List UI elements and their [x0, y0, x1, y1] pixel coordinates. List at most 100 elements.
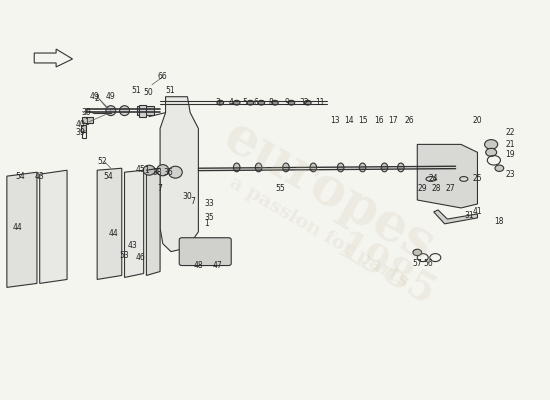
Text: 48: 48	[194, 261, 203, 270]
Text: 44: 44	[13, 223, 23, 232]
Text: 26: 26	[404, 116, 414, 125]
Circle shape	[485, 140, 498, 149]
Text: 50: 50	[143, 88, 153, 97]
Text: 20: 20	[472, 116, 482, 125]
Text: 1: 1	[204, 219, 209, 228]
Circle shape	[495, 165, 504, 171]
Bar	[81, 124, 86, 132]
Ellipse shape	[398, 163, 404, 172]
Text: 43: 43	[128, 241, 138, 250]
Text: 47: 47	[213, 261, 222, 270]
Text: 16: 16	[374, 116, 384, 125]
Text: 40: 40	[76, 120, 86, 129]
Ellipse shape	[233, 163, 240, 172]
Text: 49: 49	[106, 92, 116, 101]
Text: 31: 31	[464, 211, 474, 220]
Circle shape	[272, 100, 278, 105]
Text: 39: 39	[76, 128, 86, 137]
Polygon shape	[124, 170, 144, 278]
Text: 36: 36	[163, 168, 173, 177]
Text: 6: 6	[254, 98, 258, 107]
Text: 45: 45	[136, 164, 146, 174]
Text: 13: 13	[331, 116, 340, 125]
Text: 32: 32	[299, 98, 309, 107]
Bar	[137, 106, 153, 114]
Polygon shape	[97, 168, 122, 280]
Ellipse shape	[283, 163, 289, 172]
Text: 3: 3	[215, 98, 220, 107]
Ellipse shape	[310, 163, 317, 172]
Text: 33: 33	[205, 200, 214, 208]
FancyBboxPatch shape	[179, 238, 231, 266]
Bar	[139, 105, 146, 116]
Ellipse shape	[381, 163, 388, 172]
Polygon shape	[160, 97, 199, 252]
Polygon shape	[434, 210, 477, 224]
Text: 38: 38	[152, 168, 162, 177]
Circle shape	[233, 100, 240, 105]
Text: 35: 35	[205, 213, 214, 222]
Text: 21: 21	[505, 140, 515, 149]
Circle shape	[486, 148, 497, 156]
Text: 30: 30	[183, 192, 192, 200]
Text: a passion for parts: a passion for parts	[226, 173, 411, 290]
Ellipse shape	[143, 165, 155, 175]
Ellipse shape	[106, 106, 116, 116]
Ellipse shape	[337, 163, 344, 172]
Bar	[82, 132, 86, 138]
Circle shape	[217, 100, 223, 105]
Text: 41: 41	[472, 208, 482, 216]
Text: 2: 2	[95, 94, 100, 103]
Text: 17: 17	[388, 116, 398, 125]
Text: 54: 54	[15, 172, 25, 181]
Ellipse shape	[359, 163, 366, 172]
Text: 24: 24	[429, 174, 438, 183]
Text: 54: 54	[103, 172, 113, 181]
Circle shape	[413, 249, 422, 256]
Polygon shape	[7, 172, 37, 287]
Text: 1985: 1985	[328, 228, 441, 315]
Ellipse shape	[168, 166, 182, 178]
Text: 11: 11	[315, 98, 324, 107]
Text: 22: 22	[505, 128, 515, 137]
Text: 52: 52	[98, 157, 107, 166]
Text: 27: 27	[446, 184, 455, 192]
Text: 51: 51	[165, 86, 175, 95]
Circle shape	[258, 100, 265, 105]
Text: 25: 25	[472, 174, 482, 183]
Text: 14: 14	[344, 116, 354, 125]
Text: 57: 57	[412, 259, 422, 268]
Text: 28: 28	[432, 184, 441, 192]
Text: 9: 9	[284, 98, 289, 107]
Circle shape	[288, 100, 295, 105]
Text: 19: 19	[505, 150, 515, 159]
Polygon shape	[417, 144, 477, 208]
Ellipse shape	[157, 165, 169, 176]
Ellipse shape	[255, 163, 262, 172]
Text: 66: 66	[158, 72, 168, 81]
Text: 44: 44	[109, 229, 118, 238]
Text: 4: 4	[229, 98, 234, 107]
Text: 43: 43	[35, 172, 45, 181]
Text: 18: 18	[494, 217, 504, 226]
Text: 56: 56	[424, 259, 433, 268]
Text: 55: 55	[276, 184, 285, 192]
Text: 1: 1	[144, 166, 149, 175]
Text: 7: 7	[190, 198, 195, 206]
Circle shape	[247, 100, 254, 105]
Text: 51: 51	[132, 86, 141, 95]
Text: 49: 49	[90, 92, 100, 101]
Text: 46: 46	[136, 253, 146, 262]
Text: 15: 15	[358, 116, 367, 125]
Circle shape	[305, 100, 311, 105]
Polygon shape	[146, 172, 160, 276]
Text: 7: 7	[158, 184, 162, 192]
Text: 23: 23	[505, 170, 515, 179]
Text: 5: 5	[243, 98, 248, 107]
Text: 30: 30	[81, 108, 91, 117]
Polygon shape	[40, 170, 67, 284]
Text: 8: 8	[268, 98, 273, 107]
Bar	[82, 117, 93, 123]
Text: 29: 29	[418, 184, 427, 192]
Ellipse shape	[119, 106, 129, 116]
